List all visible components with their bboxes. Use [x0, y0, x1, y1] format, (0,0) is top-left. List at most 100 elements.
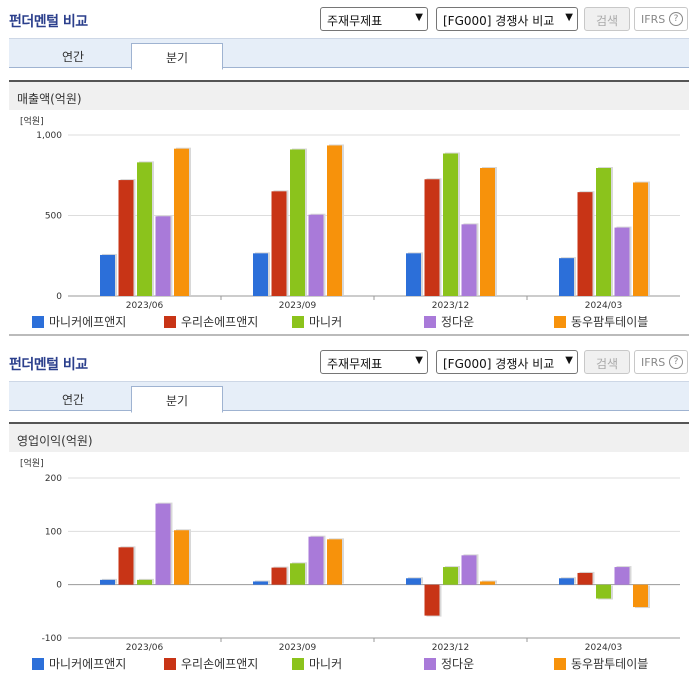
bar[interactable]: [253, 581, 268, 585]
bar[interactable]: [327, 145, 342, 296]
section-divider: [9, 334, 689, 336]
legend-swatch: [554, 658, 566, 670]
bar[interactable]: [155, 216, 171, 296]
tab-annual[interactable]: 연간: [61, 393, 85, 407]
panel-header: 펀더멘털 비교 주재무제표 ▼ [FG000] 경쟁사 비교 ▼ 검색 IFRS…: [0, 0, 696, 38]
bar[interactable]: [480, 168, 495, 296]
chart-legend: 마니커에프앤지 우리손에프앤지 마니커 정다운 동우팜투테이블: [0, 655, 696, 671]
bar[interactable]: [424, 584, 440, 616]
bar[interactable]: [461, 555, 477, 585]
bar[interactable]: [271, 567, 287, 585]
bar[interactable]: [290, 149, 305, 296]
revenue-chart: [억원] 0 500 1,000 2023/06 2023/09 2023/12 2024/0…: [20, 115, 680, 311]
bar[interactable]: [137, 579, 152, 585]
bar[interactable]: [443, 153, 458, 296]
bar[interactable]: [577, 192, 593, 296]
legend-item[interactable]: 정다운: [424, 313, 474, 330]
legend-label: 마니커: [309, 657, 343, 671]
search-button[interactable]: 검색: [584, 350, 630, 374]
period-tabs: 연간 분기: [9, 381, 689, 413]
bar[interactable]: [174, 530, 189, 585]
chevron-down-icon: ▼: [415, 12, 423, 23]
legend-item[interactable]: 마니커: [292, 655, 342, 672]
bar[interactable]: [327, 539, 342, 585]
peer-select-value: [FG000] 경쟁사 비교: [443, 357, 555, 371]
legend-item[interactable]: 마니커: [292, 313, 342, 330]
x-tick-label: 2023/06: [126, 301, 164, 311]
statement-select[interactable]: 주재무제표 ▼: [320, 350, 428, 374]
bar[interactable]: [253, 253, 268, 296]
legend-label: 우리손에프앤지: [181, 315, 259, 329]
search-button[interactable]: 검색: [584, 7, 630, 31]
chart-legend: 마니커에프앤지 우리손에프앤지 마니커 정다운 동우팜투테이블: [0, 313, 696, 329]
legend-swatch: [424, 316, 436, 328]
tab-quarterly[interactable]: 분기: [131, 386, 223, 413]
panel-title: 펀더멘털 비교: [9, 357, 88, 373]
bar[interactable]: [443, 567, 458, 585]
legend-swatch: [292, 658, 304, 670]
bar[interactable]: [596, 168, 611, 296]
legend-label: 동우팜투테이블: [571, 657, 649, 671]
peer-select-value: [FG000] 경쟁사 비교: [443, 14, 555, 28]
x-tick-label: 2023/12: [432, 643, 469, 653]
x-tick-label: 2023/12: [432, 301, 469, 311]
ifrs-button[interactable]: IFRS ?: [634, 7, 688, 31]
legend-swatch: [164, 658, 176, 670]
chart-title: 매출액(억원): [9, 80, 689, 110]
peer-select[interactable]: [FG000] 경쟁사 비교 ▼: [436, 350, 578, 374]
y-tick-label: 1,000: [36, 131, 62, 141]
bar[interactable]: [614, 227, 630, 296]
legend-item[interactable]: 마니커에프앤지: [32, 655, 126, 672]
ifrs-button[interactable]: IFRS ?: [634, 350, 688, 374]
legend-swatch: [424, 658, 436, 670]
x-tick-label: 2023/09: [279, 643, 317, 653]
chevron-down-icon: ▼: [565, 12, 573, 23]
bar[interactable]: [559, 578, 574, 585]
panel-title: 펀더멘털 비교: [9, 14, 88, 30]
bar[interactable]: [577, 572, 593, 585]
bar[interactable]: [461, 224, 477, 296]
bar[interactable]: [118, 547, 134, 585]
legend-item[interactable]: 우리손에프앤지: [164, 655, 258, 672]
legend-item[interactable]: 마니커에프앤지: [32, 313, 126, 330]
legend-swatch: [164, 316, 176, 328]
bar[interactable]: [424, 179, 440, 296]
statement-select[interactable]: 주재무제표 ▼: [320, 7, 428, 31]
bar[interactable]: [100, 579, 115, 585]
bar[interactable]: [174, 148, 189, 296]
bar[interactable]: [308, 536, 324, 585]
bar[interactable]: [271, 191, 287, 296]
bar[interactable]: [308, 214, 324, 296]
bar[interactable]: [290, 563, 305, 585]
bar[interactable]: [137, 162, 152, 296]
legend-label: 정다운: [441, 315, 475, 329]
legend-label: 정다운: [441, 657, 475, 671]
tab-quarterly[interactable]: 분기: [131, 43, 223, 70]
legend-item[interactable]: 우리손에프앤지: [164, 313, 258, 330]
help-icon[interactable]: ?: [669, 355, 683, 369]
x-tick-label: 2024/03: [585, 643, 622, 653]
bar[interactable]: [480, 581, 495, 585]
legend-label: 동우팜투테이블: [571, 315, 649, 329]
bar[interactable]: [118, 180, 134, 296]
legend-item[interactable]: 동우팜투테이블: [554, 655, 648, 672]
bar[interactable]: [406, 253, 421, 296]
chevron-down-icon: ▼: [415, 355, 423, 366]
legend-item[interactable]: 동우팜투테이블: [554, 313, 648, 330]
statement-select-value: 주재무제표: [327, 14, 383, 28]
tab-annual[interactable]: 연간: [61, 50, 85, 64]
peer-select[interactable]: [FG000] 경쟁사 비교 ▼: [436, 7, 578, 31]
legend-item[interactable]: 정다운: [424, 655, 474, 672]
bar[interactable]: [559, 258, 574, 296]
bar[interactable]: [406, 578, 421, 585]
legend-label: 우리손에프앤지: [181, 657, 259, 671]
bar[interactable]: [633, 182, 648, 296]
bar[interactable]: [614, 567, 630, 585]
bar[interactable]: [633, 584, 648, 608]
legend-label: 마니커에프앤지: [49, 657, 127, 671]
help-icon[interactable]: ?: [669, 12, 683, 26]
bar[interactable]: [155, 503, 171, 585]
bar[interactable]: [100, 254, 115, 296]
bar[interactable]: [596, 584, 611, 599]
x-tick-label: 2023/06: [126, 643, 164, 653]
